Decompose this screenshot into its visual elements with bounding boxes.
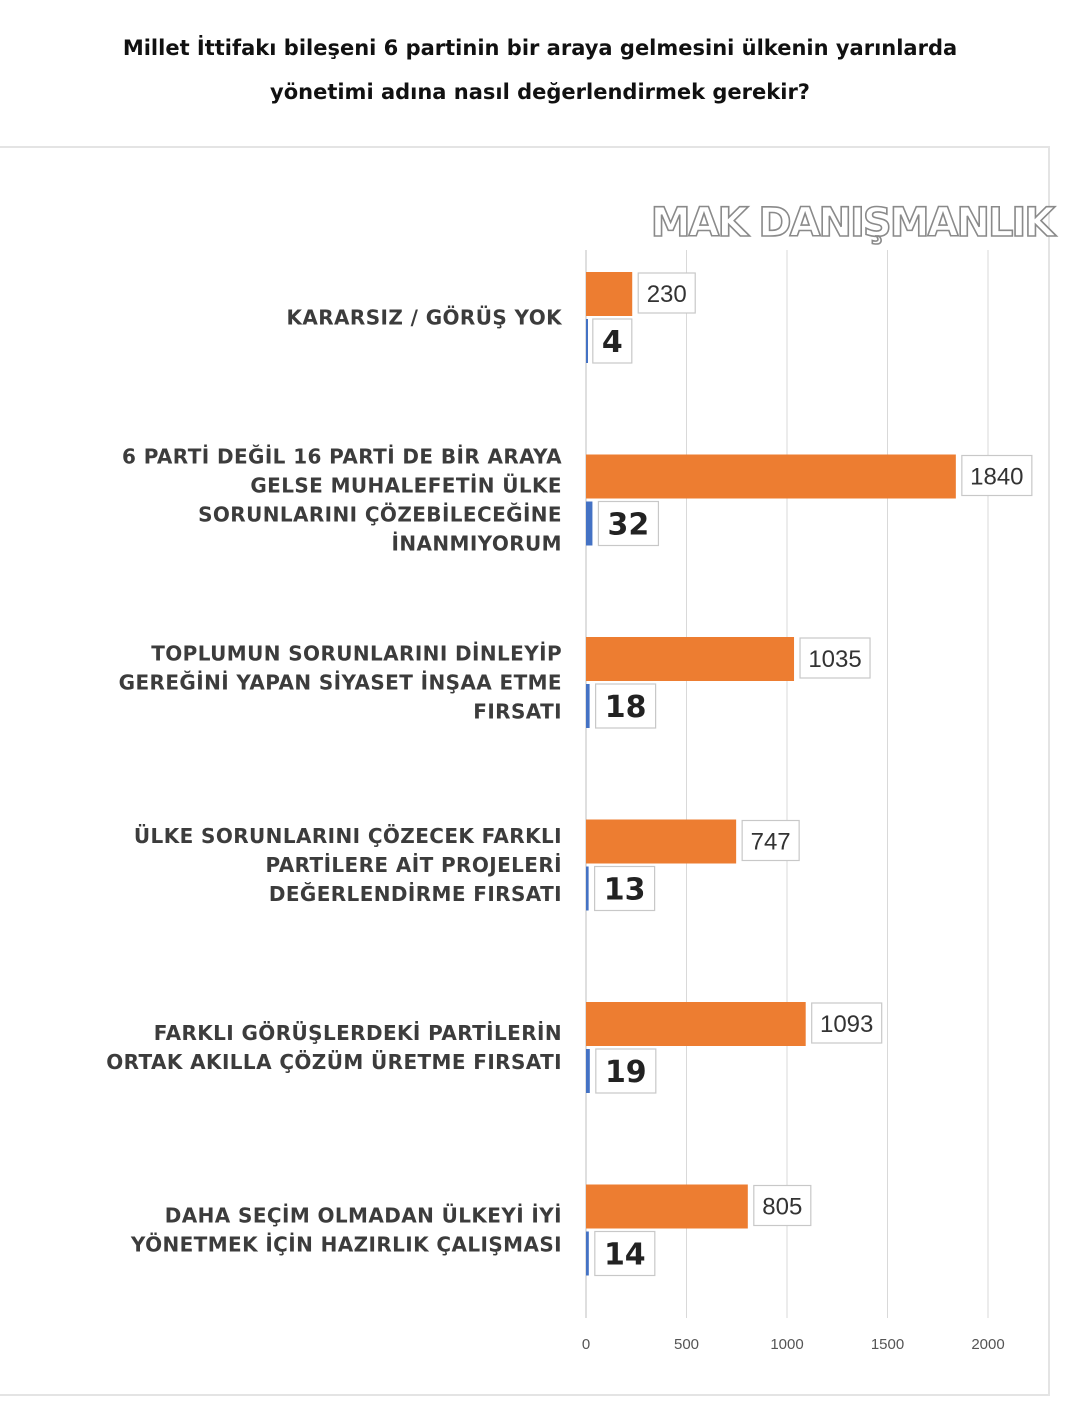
- category-label: ÜLKE SORUNLARINI ÇÖZECEK FARKLI PARTİLERE…: [134, 824, 562, 906]
- bar-series-a: [586, 819, 737, 864]
- bar-series-b: [586, 501, 593, 546]
- data-label-box-a: [811, 1002, 883, 1044]
- data-label-b: 18: [605, 690, 647, 725]
- bar-series-b: [586, 866, 589, 911]
- title-line-2: yönetimi adına nasıl değerlendirmek gere…: [270, 80, 810, 104]
- data-label-b: 13: [604, 873, 646, 908]
- data-label-box-b: [592, 318, 633, 364]
- bar-series-a: [586, 272, 633, 316]
- data-label-b: 32: [608, 508, 650, 543]
- category-label: FARKLI GÖRÜŞLERDEKİ PARTİLERİN ORTAK AKIL…: [106, 1021, 562, 1074]
- chart-title: Millet İttifakı bileşeni 6 partinin bir …: [20, 26, 1060, 114]
- bar-series-b: [586, 1231, 589, 1276]
- category-label: TOPLUMUN SORUNLARINI DİNLEYİP GEREĞİNİ YA…: [119, 642, 562, 724]
- data-label-a: 1840: [970, 464, 1023, 491]
- x-tick-label: 1000: [770, 1336, 803, 1353]
- chart-frame: [0, 146, 1050, 1396]
- data-label-b: 14: [604, 1238, 646, 1273]
- category-label: DAHA SEÇİM OLMADAN ÜLKEYİ İYİ YÖNETMEK İÇ…: [130, 1204, 562, 1257]
- x-tick-label: 0: [582, 1336, 590, 1353]
- data-label-b: 4: [602, 325, 623, 360]
- bar-series-a: [586, 454, 956, 499]
- data-label-a: 747: [751, 829, 791, 856]
- bar-series-b: [586, 1049, 590, 1093]
- x-tick-label: 1500: [871, 1336, 904, 1353]
- x-tick-label: 2000: [971, 1336, 1004, 1353]
- data-label-b: 19: [605, 1055, 647, 1090]
- data-label-a: 1035: [808, 646, 861, 673]
- data-label-box-b: [597, 500, 660, 547]
- data-label-box-a: [637, 272, 696, 314]
- data-label-box-a: [753, 1184, 812, 1227]
- category-label: 6 PARTİ DEĞİL 16 PARTİ DE BİR ARAYA GELSE…: [122, 445, 562, 556]
- x-tick-label: 500: [674, 1336, 699, 1353]
- data-label-box-b: [594, 865, 656, 912]
- data-label-a: 805: [762, 1194, 802, 1221]
- title-line-1: Millet İttifakı bileşeni 6 partinin bir …: [122, 36, 958, 60]
- data-label-box-b: [595, 683, 657, 729]
- data-label-a: 1093: [820, 1011, 873, 1038]
- bar-series-b: [586, 319, 588, 363]
- bar-series-a: [586, 637, 795, 681]
- watermark-text: MAK DANIŞMANLIK: [651, 200, 1058, 246]
- bar-series-a: [586, 1002, 806, 1046]
- data-label-box-b: [595, 1048, 657, 1094]
- data-label-a: 230: [647, 281, 687, 308]
- data-label-box-b: [594, 1230, 656, 1277]
- data-label-box-a: [799, 637, 871, 679]
- data-label-box-a: [961, 454, 1033, 497]
- bar-series-a: [586, 1184, 748, 1229]
- data-label-box-a: [741, 819, 800, 862]
- category-label: KARARSIZ / GÖRÜŞ YOK: [286, 306, 563, 330]
- bar-series-b: [586, 684, 590, 728]
